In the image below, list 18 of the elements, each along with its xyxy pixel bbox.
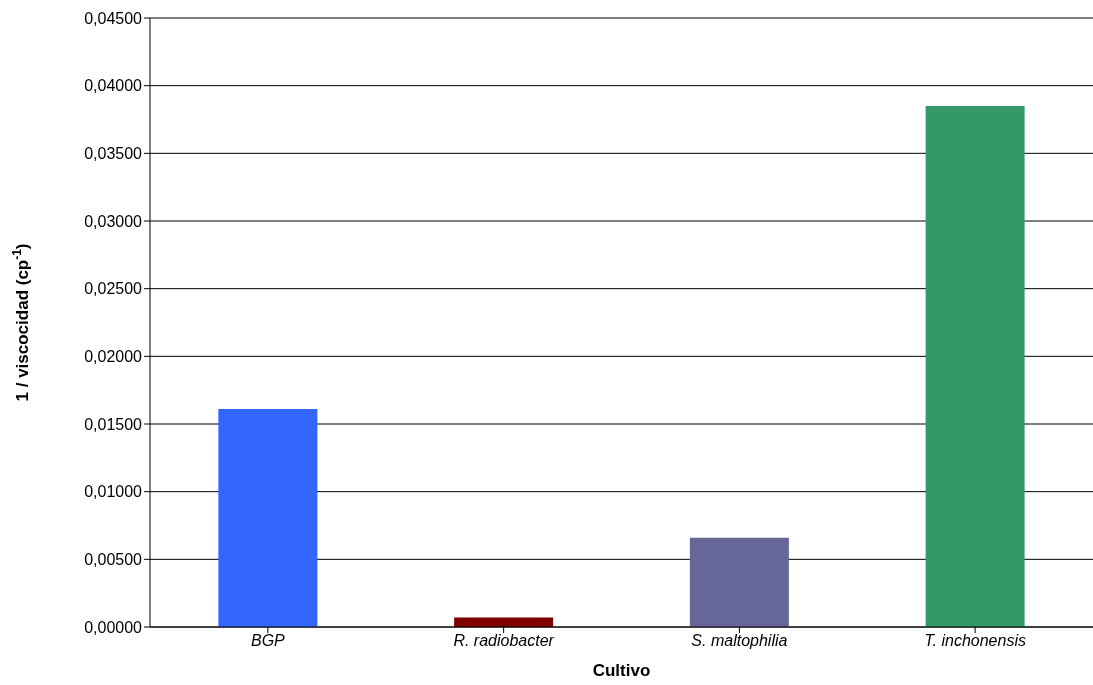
x-tick-label: R. radiobacter [453, 632, 555, 650]
x-tick-label: S. maltophilia [691, 632, 788, 650]
y-tick-label: 0,01000 [84, 483, 143, 501]
y-tick-label: 0,02000 [84, 348, 143, 366]
bar [689, 537, 789, 627]
y-tick-label: 0,04500 [84, 9, 143, 27]
y-tick-label: 0,03000 [84, 212, 143, 230]
x-tick-label: BGP [250, 632, 286, 650]
y-tick-label: 0,03500 [84, 145, 143, 163]
bar [925, 105, 1025, 627]
y-tick-label: 0,00000 [84, 618, 143, 636]
x-axis-title: Cultivo [592, 661, 651, 680]
y-tick-label: 0,01500 [84, 415, 143, 433]
x-tick-label: T. inchonensis [924, 632, 1026, 650]
y-tick-label: 0,04000 [84, 77, 143, 95]
y-tick-label: 0,02500 [84, 280, 143, 298]
bar [218, 409, 318, 627]
y-tick-label: 0,00500 [84, 551, 143, 569]
